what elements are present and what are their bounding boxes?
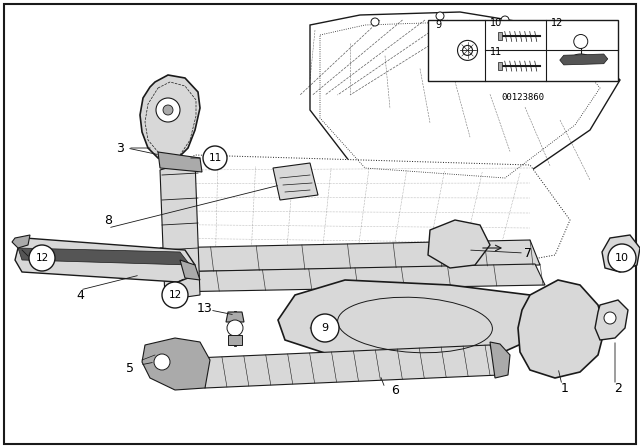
Circle shape <box>371 18 379 26</box>
Polygon shape <box>160 240 540 272</box>
Circle shape <box>163 105 173 115</box>
Circle shape <box>604 312 616 324</box>
Polygon shape <box>18 248 190 265</box>
Polygon shape <box>226 312 244 322</box>
Polygon shape <box>273 163 318 200</box>
Text: 11: 11 <box>490 47 502 57</box>
Polygon shape <box>15 238 195 282</box>
Circle shape <box>311 314 339 342</box>
Circle shape <box>227 320 243 336</box>
Circle shape <box>501 16 509 24</box>
Polygon shape <box>228 335 242 345</box>
Text: 11: 11 <box>209 153 221 163</box>
Polygon shape <box>195 345 500 388</box>
Circle shape <box>458 40 477 60</box>
Text: 6: 6 <box>391 383 399 396</box>
Polygon shape <box>278 280 545 365</box>
Text: 7: 7 <box>524 246 532 259</box>
Polygon shape <box>158 152 202 172</box>
Text: 3: 3 <box>116 142 124 155</box>
Polygon shape <box>175 155 570 265</box>
Text: 12: 12 <box>551 18 563 28</box>
Polygon shape <box>428 220 490 268</box>
Polygon shape <box>140 75 200 162</box>
Circle shape <box>561 31 569 39</box>
Circle shape <box>203 146 227 170</box>
Polygon shape <box>602 235 640 272</box>
Polygon shape <box>160 160 200 300</box>
Circle shape <box>463 45 472 56</box>
Text: 5: 5 <box>126 362 134 375</box>
Polygon shape <box>490 342 510 378</box>
Polygon shape <box>165 264 545 292</box>
Polygon shape <box>560 54 608 65</box>
Polygon shape <box>310 12 620 185</box>
Bar <box>428 20 618 81</box>
Ellipse shape <box>574 54 588 59</box>
Text: 8: 8 <box>104 214 112 227</box>
Text: 9: 9 <box>436 20 442 30</box>
Text: 10: 10 <box>490 18 502 28</box>
Circle shape <box>29 245 55 271</box>
Circle shape <box>436 12 444 20</box>
Polygon shape <box>142 338 210 390</box>
Polygon shape <box>12 235 30 248</box>
Text: 10: 10 <box>615 253 629 263</box>
Circle shape <box>314 324 330 340</box>
Text: 4: 4 <box>76 289 84 302</box>
Circle shape <box>162 282 188 308</box>
Text: 9: 9 <box>321 323 328 333</box>
Text: 00123860: 00123860 <box>501 93 545 102</box>
Text: 2: 2 <box>614 382 622 395</box>
Circle shape <box>574 34 588 48</box>
Text: 12: 12 <box>168 290 182 300</box>
Circle shape <box>608 244 636 272</box>
Text: 1: 1 <box>561 382 569 395</box>
Circle shape <box>154 354 170 370</box>
Polygon shape <box>180 260 200 280</box>
Polygon shape <box>518 280 605 378</box>
Circle shape <box>156 98 180 122</box>
Text: 12: 12 <box>35 253 49 263</box>
Polygon shape <box>498 33 502 40</box>
Circle shape <box>591 61 599 69</box>
Text: 13: 13 <box>197 302 213 314</box>
Polygon shape <box>498 62 502 70</box>
Polygon shape <box>595 300 628 340</box>
